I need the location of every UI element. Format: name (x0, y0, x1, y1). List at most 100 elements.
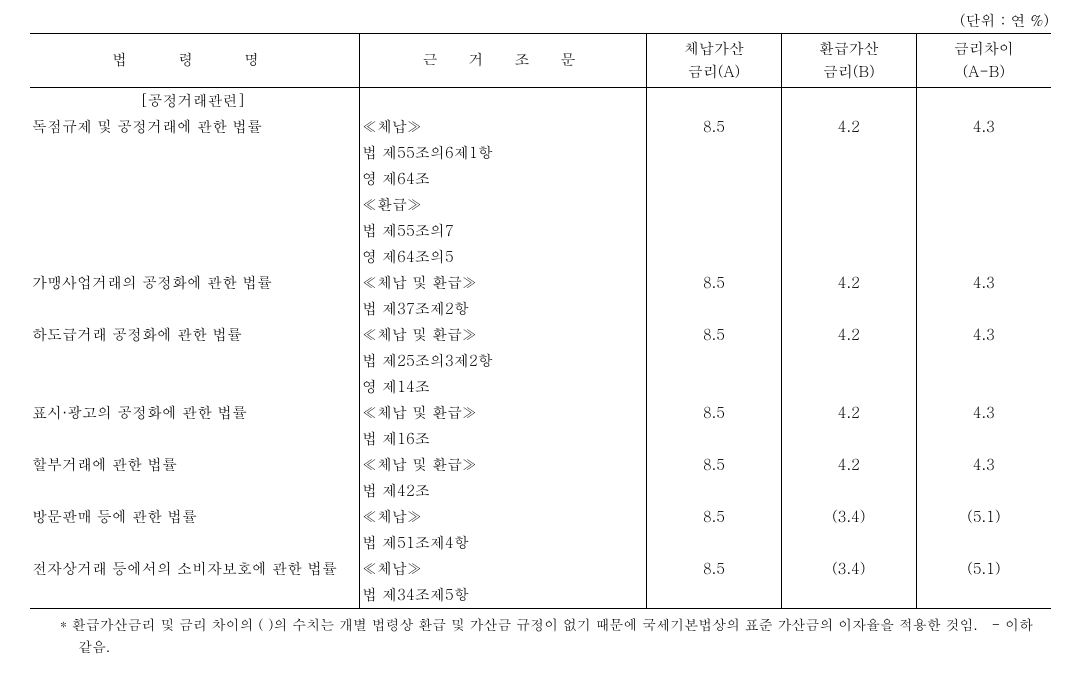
category-label: [공정거래관련] (30, 88, 360, 115)
rate-a-cell (647, 374, 782, 400)
rate-b-cell (781, 582, 916, 609)
basis-cell: ≪체납≫ (360, 556, 647, 582)
rate-a-cell: 8.5 (647, 114, 782, 140)
rate-a-cell: 8.5 (647, 270, 782, 296)
table-row: 독점규제 및 공정거래에 관한 법률≪체납≫8.54.24.3 (30, 114, 1051, 140)
rate-b-cell (781, 478, 916, 504)
rate-b-cell: 4.2 (781, 270, 916, 296)
diff-cell (916, 530, 1051, 556)
diff-cell (916, 192, 1051, 218)
basis-cell: ≪환급≫ (360, 192, 647, 218)
rate-b-cell (781, 140, 916, 166)
diff-cell: (5.1) (916, 504, 1051, 530)
table-row: 표시·광고의 공정화에 관한 법률≪체납 및 환급≫8.54.24.3 (30, 400, 1051, 426)
diff-cell (916, 348, 1051, 374)
diff-cell: 4.3 (916, 270, 1051, 296)
diff-cell: (5.1) (916, 556, 1051, 582)
law-name-cell: 전자상거래 등에서의 소비자보호에 관한 법률 (30, 556, 360, 609)
diff-cell (916, 218, 1051, 244)
table-row: 하도급거래 공정화에 관한 법률≪체납 및 환급≫8.54.24.3 (30, 322, 1051, 348)
rate-b-cell: (3.4) (781, 504, 916, 530)
law-name-cell: 표시·광고의 공정화에 관한 법률 (30, 400, 360, 452)
rate-a-cell (647, 166, 782, 192)
rate-b-cell: (3.4) (781, 556, 916, 582)
cell-empty (360, 88, 647, 115)
law-name-cell: 할부거래에 관한 법률 (30, 452, 360, 504)
rate-b-cell: 4.2 (781, 452, 916, 478)
rate-a-cell (647, 218, 782, 244)
table-row: 가맹사업거래의 공정화에 관한 법률≪체납 및 환급≫8.54.24.3 (30, 270, 1051, 296)
rate-a-cell (647, 140, 782, 166)
rate-a-cell: 8.5 (647, 452, 782, 478)
rate-b-cell: 4.2 (781, 322, 916, 348)
law-name-cell: 방문판매 등에 관한 법률 (30, 504, 360, 556)
rate-b-cell (781, 296, 916, 322)
basis-cell: ≪체납 및 환급≫ (360, 400, 647, 426)
rate-b-cell (781, 348, 916, 374)
header-diff: 금리차이(A-B) (916, 34, 1051, 88)
rate-b-cell (781, 192, 916, 218)
rate-a-cell (647, 582, 782, 609)
basis-cell: 법 제55조의7 (360, 218, 647, 244)
law-name-cell: 가맹사업거래의 공정화에 관한 법률 (30, 270, 360, 322)
diff-cell (916, 426, 1051, 452)
rate-a-cell (647, 348, 782, 374)
rate-table: 법 령 명 근 거 조 문 체납가산금리(A) 환급가산금리(B) 금리차이(A… (30, 33, 1051, 609)
basis-cell: 영 제64조 (360, 166, 647, 192)
basis-cell: 영 제64조의5 (360, 244, 647, 270)
basis-cell: 법 제37조제2항 (360, 296, 647, 322)
basis-cell: ≪체납≫ (360, 114, 647, 140)
diff-cell: 4.3 (916, 322, 1051, 348)
footnote: * 환급가산금리 및 금리 차이의 ( )의 수치는 개별 법령상 환급 및 가… (30, 609, 1051, 662)
rate-a-cell: 8.5 (647, 556, 782, 582)
rate-a-cell: 8.5 (647, 322, 782, 348)
rate-b-cell (781, 218, 916, 244)
basis-cell: 법 제55조의6제1항 (360, 140, 647, 166)
diff-cell: 4.3 (916, 114, 1051, 140)
diff-cell (916, 166, 1051, 192)
diff-cell (916, 244, 1051, 270)
diff-cell (916, 140, 1051, 166)
basis-cell: 법 제25조의3제2항 (360, 348, 647, 374)
rate-b-cell (781, 244, 916, 270)
rate-b-cell (781, 426, 916, 452)
rate-a-cell (647, 296, 782, 322)
basis-cell: 법 제42조 (360, 478, 647, 504)
cell-empty (781, 88, 916, 115)
rate-a-cell: 8.5 (647, 400, 782, 426)
rate-b-cell (781, 374, 916, 400)
rate-a-cell (647, 192, 782, 218)
table-row: 할부거래에 관한 법률≪체납 및 환급≫8.54.24.3 (30, 452, 1051, 478)
rate-b-cell (781, 530, 916, 556)
diff-cell (916, 374, 1051, 400)
unit-label: (단위 : 연 %) (30, 10, 1051, 31)
header-law: 법 령 명 (30, 34, 360, 88)
rate-b-cell: 4.2 (781, 400, 916, 426)
header-rate-a: 체납가산금리(A) (647, 34, 782, 88)
rate-a-cell (647, 244, 782, 270)
category-row: [공정거래관련] (30, 88, 1051, 115)
rate-a-cell (647, 478, 782, 504)
rate-a-cell: 8.5 (647, 504, 782, 530)
table-row: 방문판매 등에 관한 법률≪체납≫8.5(3.4)(5.1) (30, 504, 1051, 530)
basis-cell: 법 제51조제4항 (360, 530, 647, 556)
header-rate-b: 환급가산금리(B) (781, 34, 916, 88)
basis-cell: 법 제34조제5항 (360, 582, 647, 609)
cell-empty (916, 88, 1051, 115)
basis-cell: ≪체납 및 환급≫ (360, 322, 647, 348)
law-name-cell: 독점규제 및 공정거래에 관한 법률 (30, 114, 360, 270)
table-row: 전자상거래 등에서의 소비자보호에 관한 법률≪체납≫8.5(3.4)(5.1) (30, 556, 1051, 582)
basis-cell: 영 제14조 (360, 374, 647, 400)
diff-cell (916, 478, 1051, 504)
cell-empty (647, 88, 782, 115)
header-row: 법 령 명 근 거 조 문 체납가산금리(A) 환급가산금리(B) 금리차이(A… (30, 34, 1051, 88)
header-basis: 근 거 조 문 (360, 34, 647, 88)
diff-cell (916, 582, 1051, 609)
rate-b-cell (781, 166, 916, 192)
rate-a-cell (647, 426, 782, 452)
basis-cell: ≪체납≫ (360, 504, 647, 530)
diff-cell: 4.3 (916, 452, 1051, 478)
basis-cell: ≪체납 및 환급≫ (360, 452, 647, 478)
basis-cell: 법 제16조 (360, 426, 647, 452)
law-name-cell: 하도급거래 공정화에 관한 법률 (30, 322, 360, 400)
